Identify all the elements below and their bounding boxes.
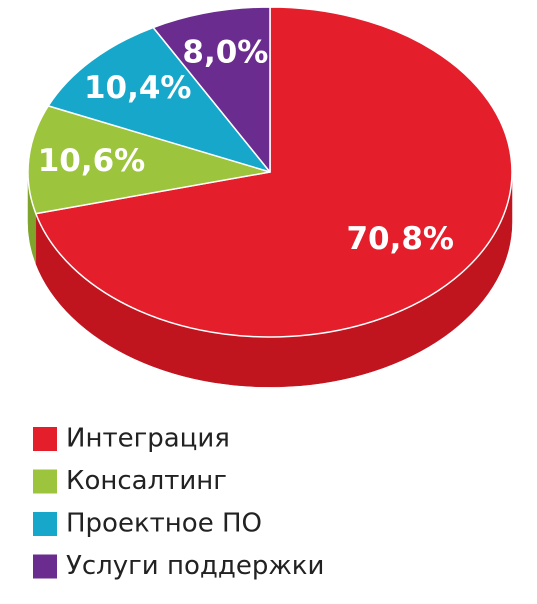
legend-label: Услуги поддержки [66,551,324,581]
legend-swatch [33,427,57,451]
slice [27,105,271,215]
data-label: 10,6% [38,143,146,179]
data-label: 70,8% [346,221,454,257]
slice [35,6,513,338]
data-label: 8,0% [182,34,268,70]
legend-swatch [33,512,57,536]
data-label: 10,4% [84,70,192,106]
legend-swatch [33,554,57,579]
legend-label: Консалтинг [66,466,227,496]
slice [152,6,271,173]
slice [47,26,271,173]
legend-swatch [33,469,57,494]
legend-label: Проектное ПО [66,509,262,539]
legend-label: Интеграция [66,424,230,454]
